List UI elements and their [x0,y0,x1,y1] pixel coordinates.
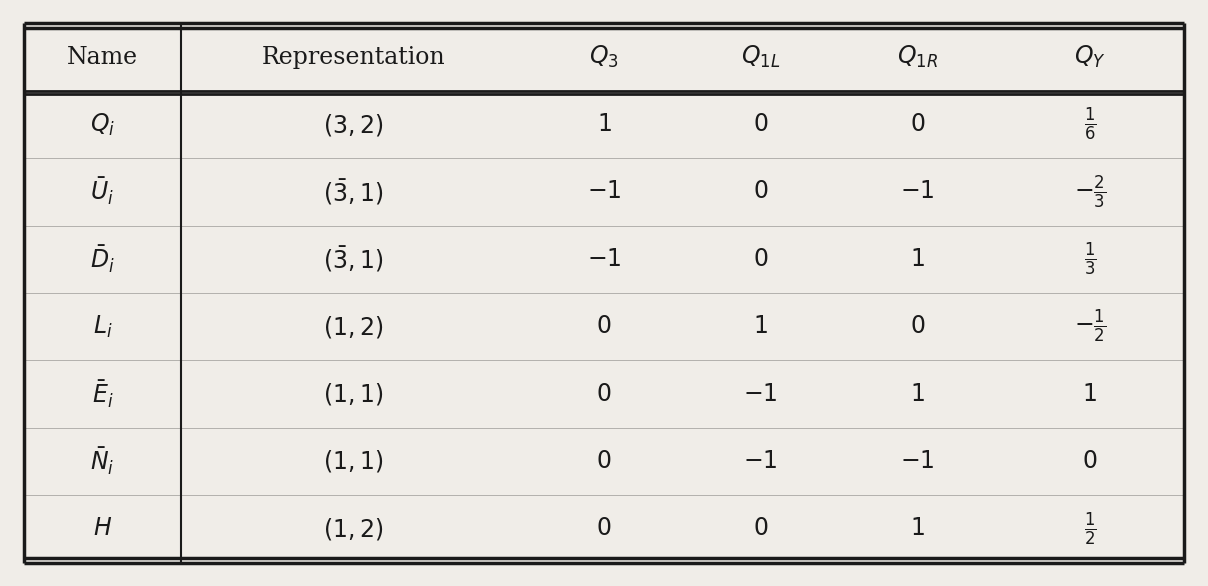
Text: $\bar{N}_i$: $\bar{N}_i$ [91,446,115,477]
Text: $0$: $0$ [1082,450,1098,473]
Text: Representation: Representation [261,46,445,69]
Text: $\frac{1}{2}$: $\frac{1}{2}$ [1084,510,1096,547]
Text: $\bar{E}_i$: $\bar{E}_i$ [92,379,114,410]
Text: $-1$: $-1$ [587,248,621,271]
Text: $(1, 2)$: $(1, 2)$ [323,516,383,542]
Text: $-\frac{2}{3}$: $-\frac{2}{3}$ [1074,173,1107,210]
Text: $\bar{D}_i$: $\bar{D}_i$ [91,244,115,275]
Text: $\frac{1}{6}$: $\frac{1}{6}$ [1084,106,1096,143]
Text: $Q_Y$: $Q_Y$ [1074,44,1105,70]
Text: $(\bar{3}, 1)$: $(\bar{3}, 1)$ [323,244,383,274]
Text: $Q_{1L}$: $Q_{1L}$ [741,44,780,70]
Text: $Q_i$: $Q_i$ [89,111,115,138]
Text: $0$: $0$ [753,517,768,540]
Text: $1$: $1$ [910,383,925,406]
Text: $1$: $1$ [910,517,925,540]
Text: $0$: $0$ [753,113,768,136]
Text: $1$: $1$ [597,113,611,136]
Text: $L_i$: $L_i$ [93,314,112,340]
Text: $0$: $0$ [910,315,925,338]
Text: $0$: $0$ [753,248,768,271]
Text: $(1, 1)$: $(1, 1)$ [323,448,383,475]
Text: $-1$: $-1$ [743,450,778,473]
Text: $0$: $0$ [597,450,611,473]
Text: $Q_{1R}$: $Q_{1R}$ [896,44,937,70]
Text: $H$: $H$ [93,517,112,540]
Text: $(1, 2)$: $(1, 2)$ [323,314,383,340]
Text: $(1, 1)$: $(1, 1)$ [323,381,383,407]
Text: $Q_3$: $Q_3$ [590,44,618,70]
Text: $0$: $0$ [597,383,611,406]
Text: $0$: $0$ [597,315,611,338]
Text: $1$: $1$ [910,248,925,271]
Text: $-1$: $-1$ [587,180,621,203]
Text: $-1$: $-1$ [900,450,935,473]
Text: $1$: $1$ [1082,383,1097,406]
Text: $-\frac{1}{2}$: $-\frac{1}{2}$ [1074,308,1107,345]
Text: $(\bar{3}, 1)$: $(\bar{3}, 1)$ [323,177,383,207]
Text: $0$: $0$ [597,517,611,540]
Text: $-1$: $-1$ [743,383,778,406]
Text: $\frac{1}{3}$: $\frac{1}{3}$ [1084,241,1096,278]
Text: $(3, 2)$: $(3, 2)$ [323,111,383,138]
Text: $\bar{U}_i$: $\bar{U}_i$ [91,176,115,207]
Text: $1$: $1$ [754,315,768,338]
Text: $0$: $0$ [753,180,768,203]
Text: Name: Name [66,46,138,69]
Text: $-1$: $-1$ [900,180,935,203]
Text: $0$: $0$ [910,113,925,136]
